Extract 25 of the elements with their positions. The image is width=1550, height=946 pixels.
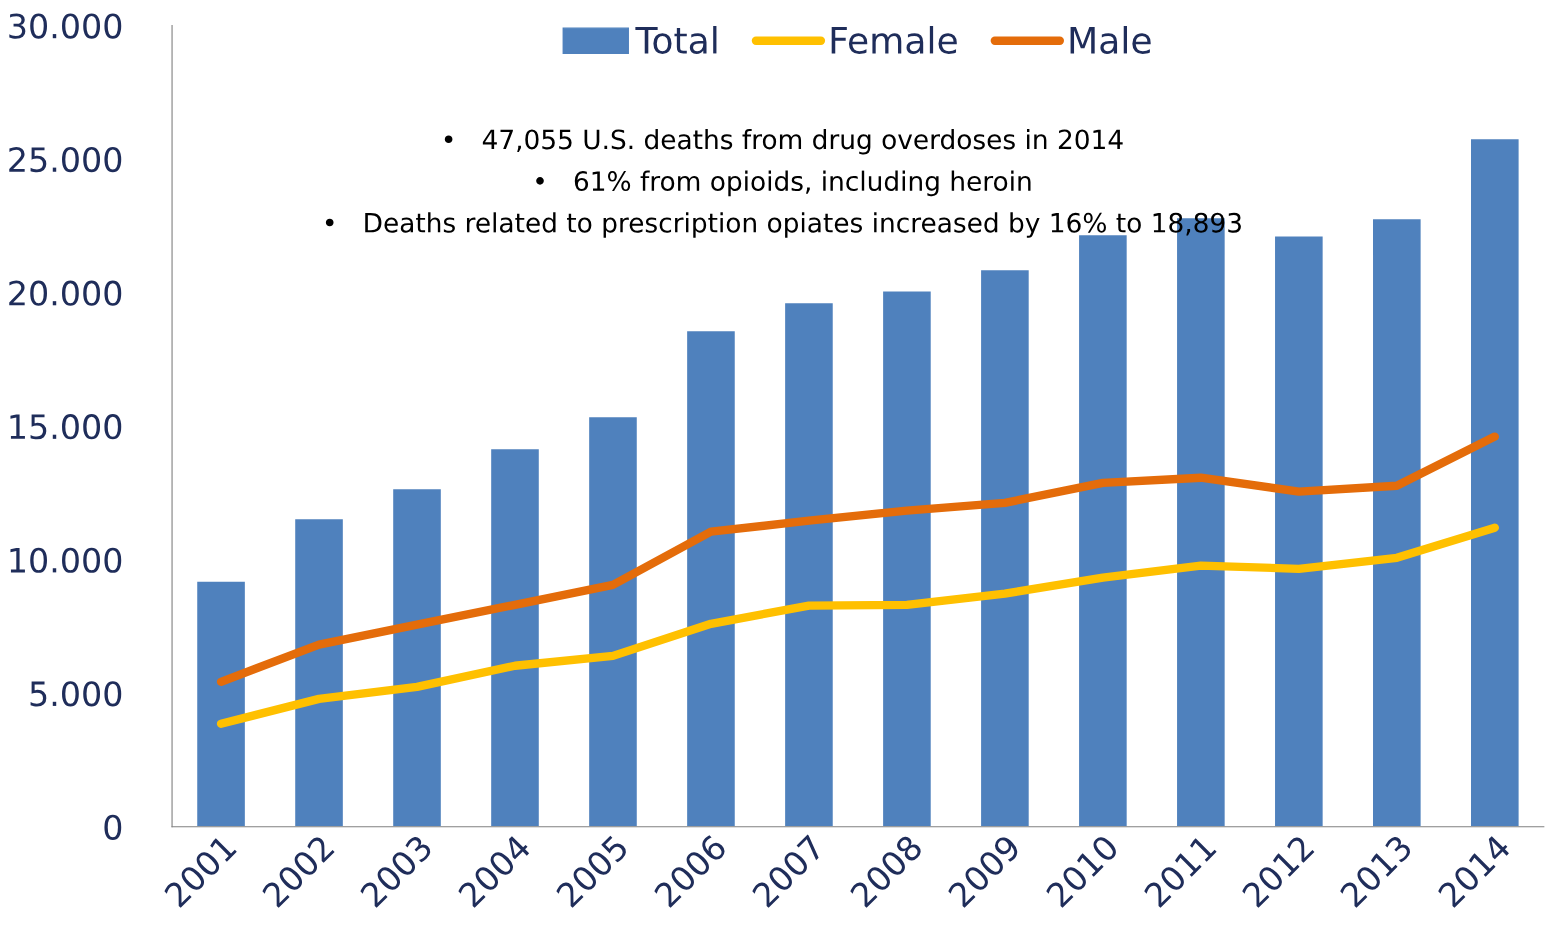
bar <box>195 580 247 827</box>
y-tick-label: 0 <box>104 814 122 840</box>
bar <box>685 329 737 827</box>
bar <box>1273 235 1325 827</box>
y-tick-label: 5.000 <box>30 681 122 707</box>
bar <box>587 415 639 827</box>
bar <box>1469 137 1520 827</box>
bar <box>979 268 1031 827</box>
bar <box>783 301 835 827</box>
annotation: • 47,055 U.S. deaths from drug overdoses in 2014 <box>444 128 1123 155</box>
y-tick-label: 30.000 <box>9 13 122 39</box>
bar <box>1371 217 1423 827</box>
bar <box>881 290 933 827</box>
legend-label: Total <box>635 25 717 54</box>
bar <box>293 517 345 827</box>
y-tick-label: 15.000 <box>10 414 122 440</box>
legend-label: Male <box>1070 25 1151 54</box>
bar <box>1077 233 1129 827</box>
y-tick-label: 20.000 <box>9 280 122 306</box>
bar <box>489 447 541 827</box>
legend-label: Female <box>831 25 957 54</box>
annotation: • 61% from opioids, including heroin <box>536 170 1031 197</box>
bar <box>391 487 443 827</box>
y-tick-label: 10.000 <box>10 547 122 573</box>
y-tick-label: 25.000 <box>9 147 122 173</box>
